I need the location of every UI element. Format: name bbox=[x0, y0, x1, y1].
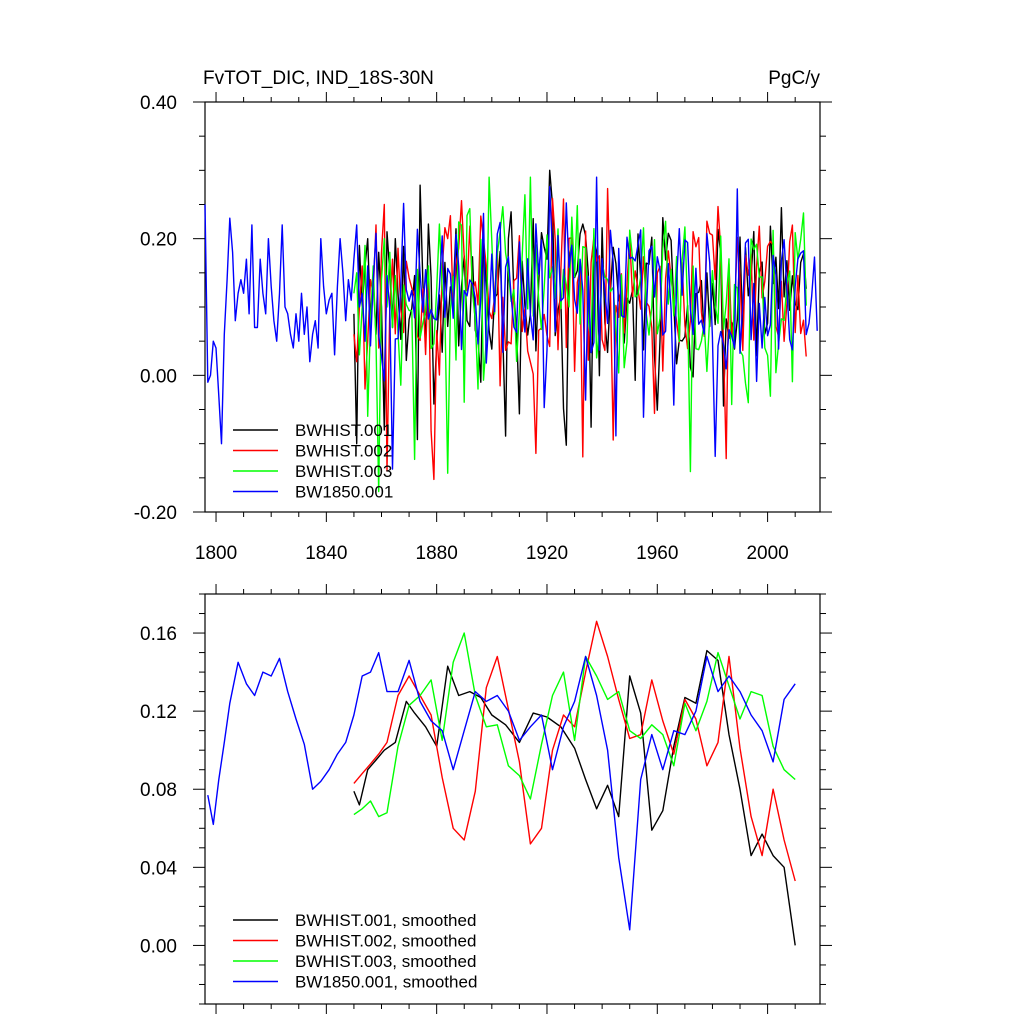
top-y-tick-label: 0.20 bbox=[140, 230, 177, 251]
bottom-series-line-3 bbox=[207, 651, 796, 931]
top-panel-title: FvTOT_DIC, IND_18S-30N bbox=[203, 68, 434, 89]
top-series-line-3 bbox=[204, 176, 818, 470]
top-y-tick-label: 0.00 bbox=[140, 366, 177, 387]
bottom-legend-label-1: BWHIST.002, smoothed bbox=[295, 932, 476, 951]
top-x-tick-label: 1920 bbox=[526, 543, 568, 564]
top-x-tick-label: 2000 bbox=[746, 543, 788, 564]
top-x-tick-label: 1960 bbox=[636, 543, 678, 564]
bottom-y-tick-label: 0.00 bbox=[140, 936, 177, 957]
bottom-legend-label-0: BWHIST.001, smoothed bbox=[295, 911, 476, 930]
bottom-legend: BWHIST.001, smoothed BWHIST.002, smoothed… bbox=[233, 911, 477, 992]
bottom-y-tick-label: 0.08 bbox=[140, 780, 177, 801]
top-x-tick-label: 1800 bbox=[195, 543, 237, 564]
bottom-axis-ticks: 0.00 0.04 0.08 0.12 0.16 bbox=[140, 584, 832, 1014]
top-legend-label-3: BW1850.001 bbox=[295, 483, 393, 502]
top-x-tick-label: 1880 bbox=[416, 543, 458, 564]
top-legend-label-2: BWHIST.003 bbox=[295, 462, 392, 481]
top-legend-label-1: BWHIST.002 bbox=[295, 442, 392, 461]
top-panel: FvTOT_DIC, IND_18S-30N PgC/y 1800 1840 188… bbox=[134, 68, 832, 564]
top-legend-label-0: BWHIST.001 bbox=[295, 421, 392, 440]
bottom-y-tick-label: 0.04 bbox=[140, 858, 177, 879]
bottom-plot-frame bbox=[204, 593, 821, 1005]
top-y-tick-label: -0.20 bbox=[134, 503, 177, 524]
bottom-legend-label-2: BWHIST.003, smoothed bbox=[295, 952, 476, 971]
top-x-tick-label: 1840 bbox=[305, 543, 347, 564]
bottom-legend-label-3: BW1850.001, smoothed bbox=[295, 973, 477, 992]
bottom-y-tick-label: 0.12 bbox=[140, 702, 177, 723]
top-axis-ticks: 1800 1840 1880 1920 1960 2000 -0.20 0.00 0.20 0.4… bbox=[134, 92, 832, 564]
top-panel-units: PgC/y bbox=[768, 68, 820, 89]
bottom-series-group bbox=[207, 620, 796, 946]
top-series-line-2 bbox=[353, 176, 807, 493]
bottom-y-tick-label: 0.16 bbox=[140, 624, 177, 645]
bottom-panel: 0.00 0.04 0.08 0.12 0.16 BWHIST.001, smoothe… bbox=[140, 584, 832, 1014]
bottom-series-line-0 bbox=[353, 649, 796, 946]
top-y-tick-label: 0.40 bbox=[140, 93, 177, 114]
top-series-group bbox=[204, 169, 818, 493]
